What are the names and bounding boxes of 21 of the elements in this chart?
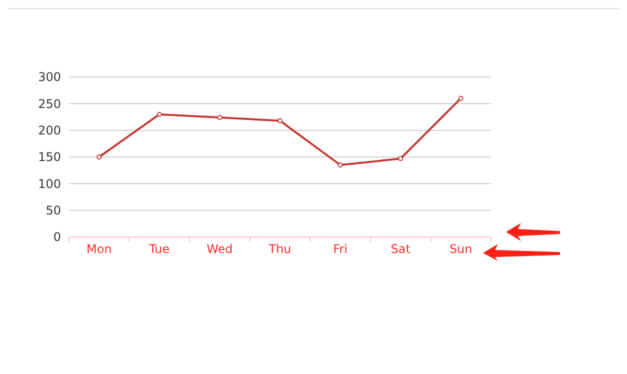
- x-tick-label: Mon: [86, 242, 112, 256]
- point: [458, 96, 464, 101]
- point: [217, 115, 222, 120]
- y-tick-label: 200: [38, 124, 61, 138]
- x-tick-label: Thu: [268, 242, 292, 256]
- y-tick-label: 250: [38, 96, 61, 111]
- x-tick-label: Tue: [148, 242, 170, 256]
- y-tick-label: 150: [38, 150, 61, 164]
- point: [156, 112, 162, 117]
- x-tick-label: Wed: [206, 242, 233, 256]
- y-tick-label: 100: [38, 176, 61, 191]
- point: [96, 154, 102, 160]
- y-tick-label: 50: [46, 204, 61, 218]
- point: [398, 156, 404, 162]
- x-tick-label: Sun: [449, 242, 472, 256]
- x-tick-label: Fri: [333, 242, 348, 256]
- y-tick-label: 0: [53, 230, 61, 244]
- point: [278, 118, 282, 124]
- y-tick-label: 300: [38, 70, 61, 84]
- x-tick-label: Sat: [390, 242, 411, 256]
- point: [338, 162, 343, 168]
